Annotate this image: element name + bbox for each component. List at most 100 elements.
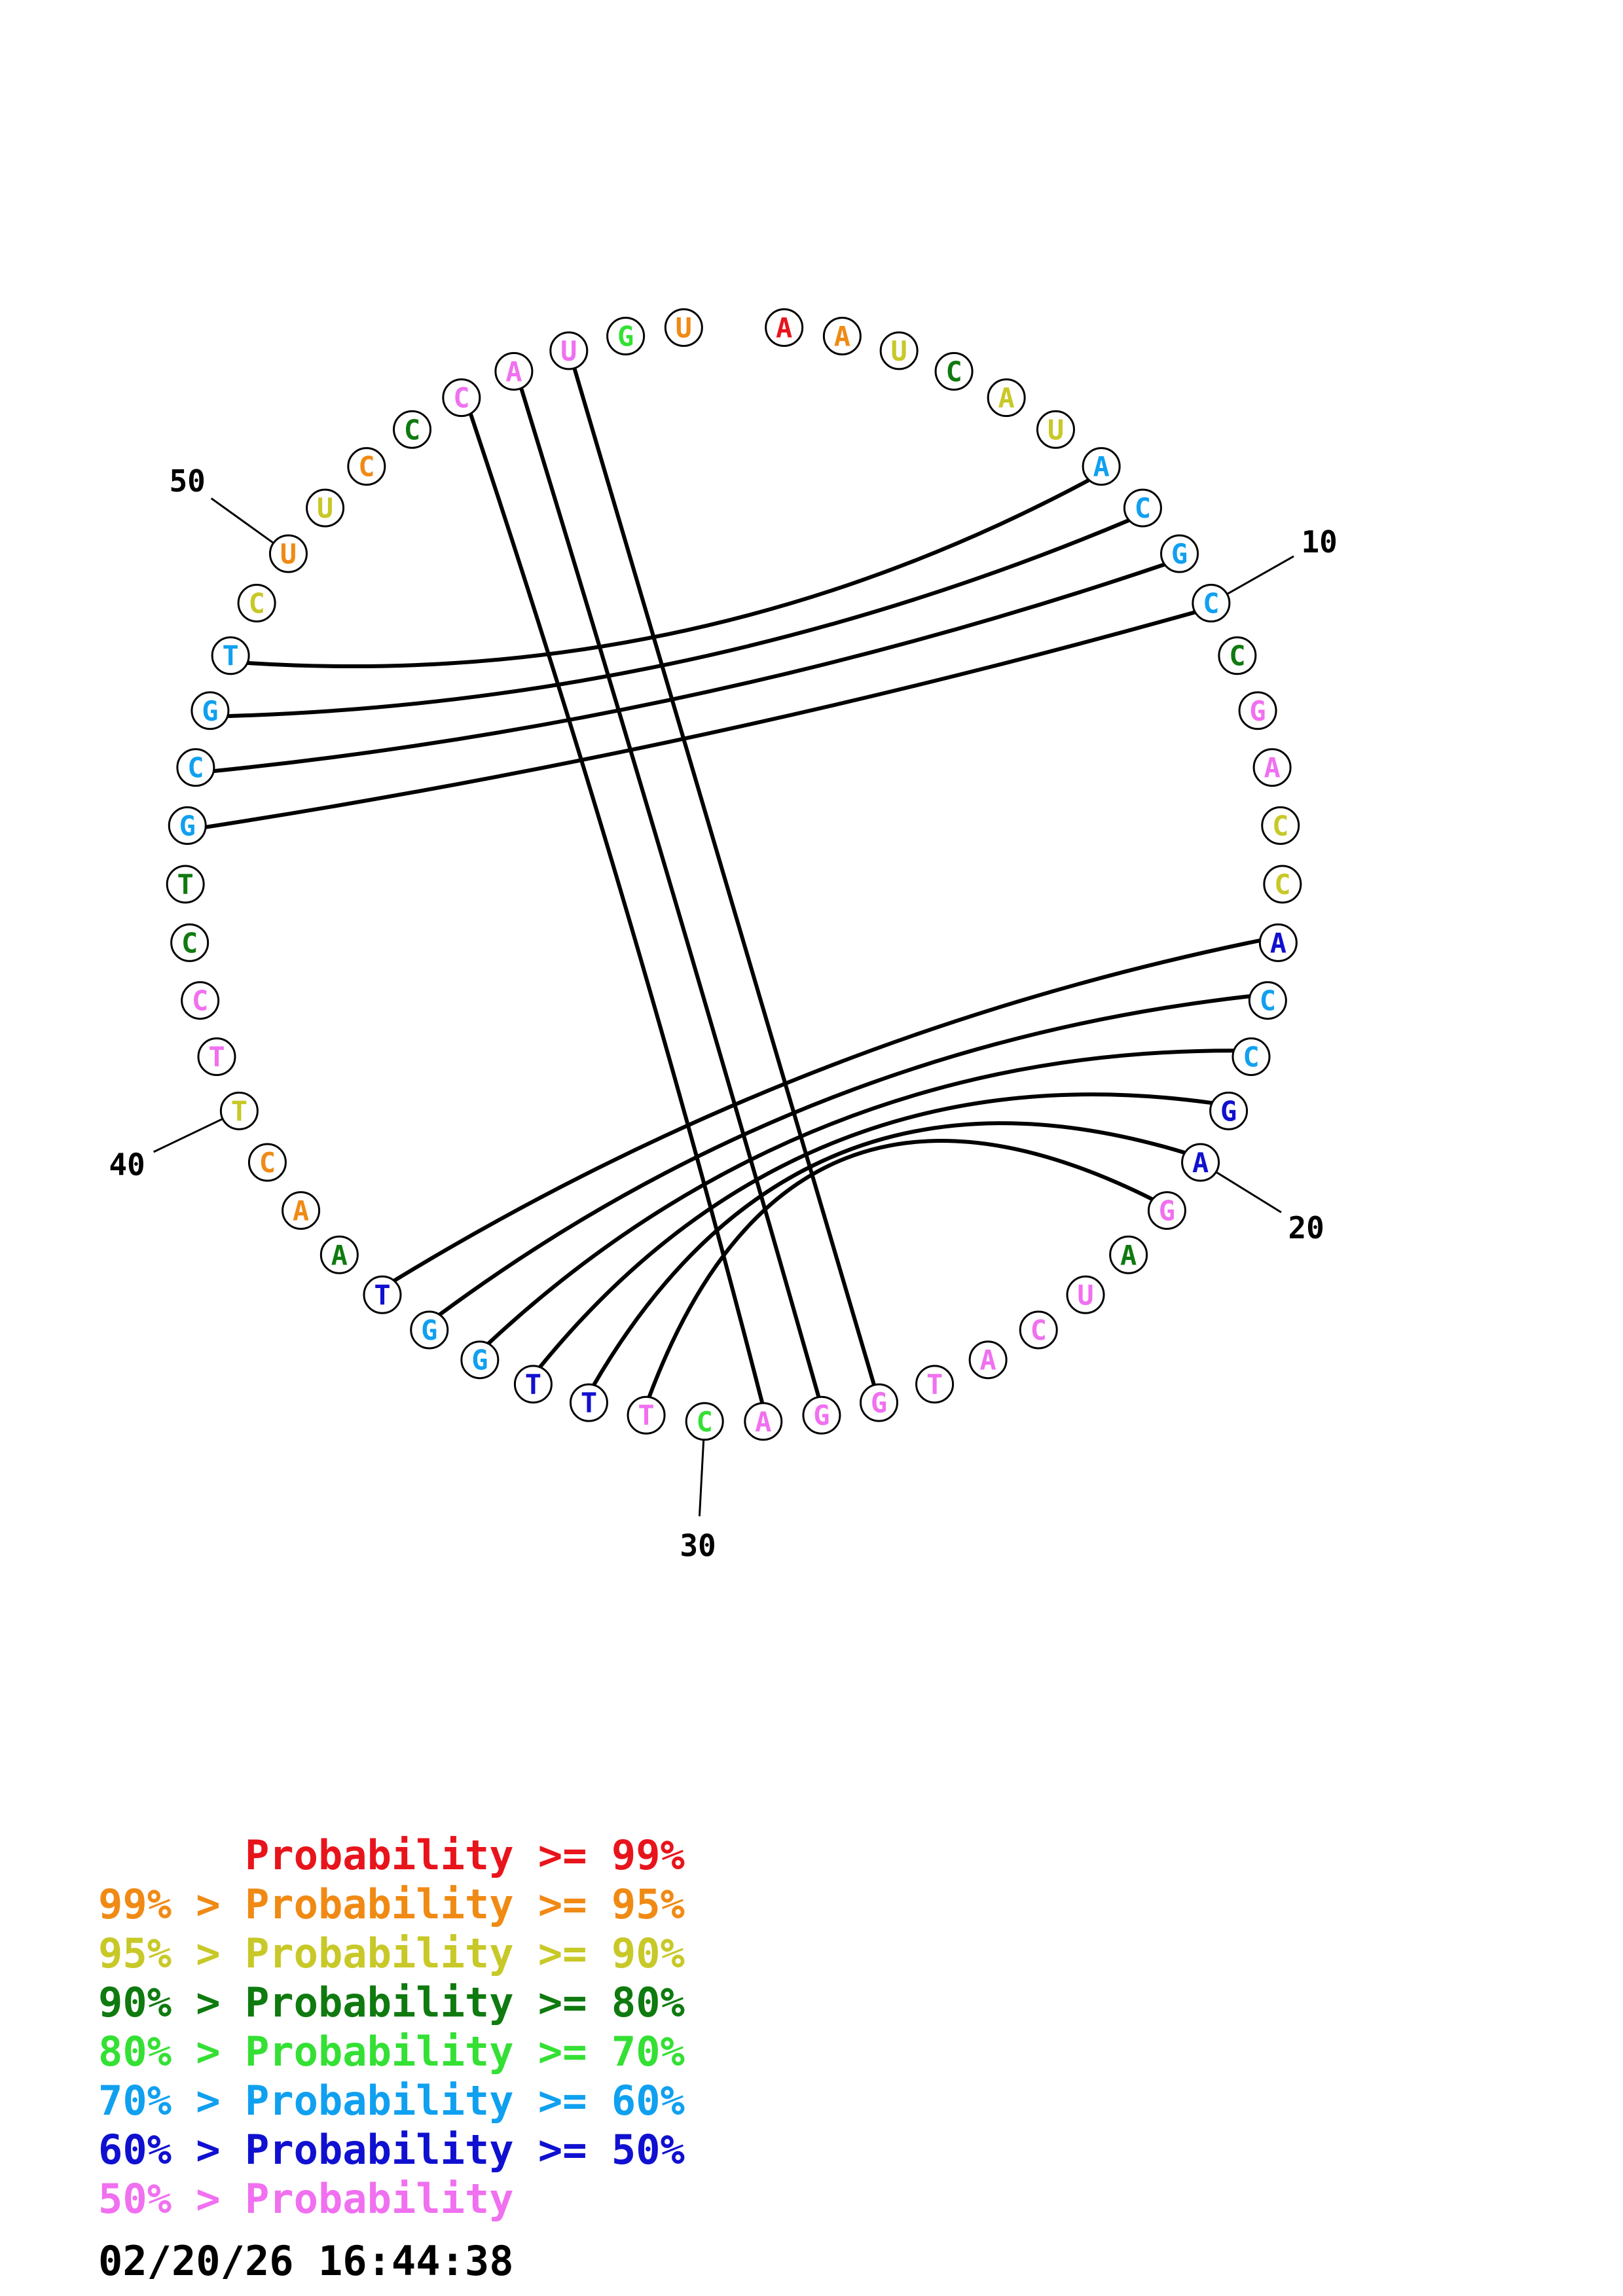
legend-suffix: >= 80%: [513, 1979, 685, 2026]
tick-line-30: [698, 1439, 705, 1516]
nucleotide-34: G: [460, 1340, 500, 1380]
legend-probability: Probability: [244, 2126, 514, 2174]
nucleotide-circle: [664, 308, 703, 348]
nucleotide-54: C: [442, 378, 481, 418]
nucleotide-letter: T: [177, 869, 194, 901]
legend-row-1: Probability >= 99%: [98, 1833, 685, 1878]
nucleotide-circle: [1082, 447, 1121, 486]
nucleotide-letter: C: [358, 451, 374, 483]
legend-prefix: [98, 1831, 245, 1879]
nucleotide-45: G: [168, 806, 207, 845]
legend-suffix: >= 99%: [513, 1831, 685, 1879]
legend-prefix: 90% >: [98, 1979, 245, 2026]
nucleotide-letter: A: [505, 355, 522, 387]
legend-suffix: >= 90%: [513, 1929, 685, 1977]
nucleotide-letter: A: [998, 382, 1015, 414]
pair-arc-19-33: [538, 1092, 1213, 1369]
nucleotide-letter: C: [1243, 1041, 1259, 1073]
nucleotide-58: U: [664, 308, 703, 348]
timestamp: 02/20/26 16:44:38: [98, 2237, 514, 2285]
nucleotide-letter: C: [248, 588, 264, 620]
nucleotide-letter: C: [181, 927, 198, 959]
nucleotide-9: G: [1160, 534, 1199, 573]
pair-arc-18-34: [486, 1049, 1234, 1346]
nucleotide-letter: C: [1274, 869, 1290, 901]
legend-prefix: 99% >: [98, 1880, 245, 1928]
nucleotide-ring: A A UCAUACGCCGACCACCGAGAUCATGGACTTTGGTAACT…: [166, 308, 1302, 1441]
pair-arc-16-36: [393, 938, 1261, 1283]
legend-row-7: 60% > Probability >= 50%: [98, 2127, 685, 2173]
nucleotide-letter: C: [1135, 492, 1151, 524]
nucleotide-circle: [237, 584, 276, 623]
nucleotide-circle: [170, 923, 210, 962]
legend-row-6: 70% > Probability >= 60%: [98, 2078, 685, 2124]
legend-probability: Probability: [244, 1831, 514, 1879]
nucleotide-36: T: [363, 1275, 402, 1314]
nucleotide-3: U: [879, 331, 919, 370]
legend-prefix: 95% >: [98, 1929, 245, 1977]
nucleotide-53: C: [393, 410, 432, 449]
nucleotide-circle: [282, 1191, 321, 1230]
nucleotide-47: G: [191, 691, 230, 730]
nucleotide-circle: [915, 1365, 955, 1404]
nucleotide-letter: T: [638, 1399, 654, 1431]
position-label-20: 20: [1288, 1210, 1324, 1246]
nucleotide-letter: G: [1249, 695, 1266, 727]
nucleotide-letter: A: [1264, 752, 1280, 784]
nucleotide-circle: [268, 534, 308, 573]
nucleotide-circle: [1261, 806, 1300, 845]
nucleotide-circle: [166, 865, 205, 904]
nucleotide-circle: [549, 331, 589, 370]
nucleotide-circle: [1123, 488, 1162, 528]
legend-prefix: 60% >: [98, 2126, 245, 2174]
nucleotide-circle: [363, 1275, 402, 1314]
position-label-30: 30: [680, 1528, 716, 1564]
nucleotide-letter: U: [1077, 1279, 1093, 1311]
nucleotide-43: C: [170, 923, 210, 962]
nucleotide-circle: [410, 1310, 449, 1350]
nucleotide-circle: [685, 1402, 724, 1441]
nucleotide-letter: G: [813, 1399, 830, 1431]
pair-arc-17-35: [438, 994, 1250, 1317]
pair-arc-7-48: [247, 478, 1090, 669]
nucleotide-circle: [1160, 534, 1199, 573]
nucleotide-circle: [934, 351, 974, 391]
nucleotide-circle: [765, 308, 804, 348]
nucleotide-21: G: [1147, 1191, 1186, 1230]
nucleotide-57: G: [606, 316, 646, 355]
nucleotide-19: G: [1209, 1091, 1249, 1130]
nucleotide-letter: U: [891, 335, 907, 367]
nucleotide-letter: G: [1171, 538, 1188, 570]
nucleotide-letter: C: [1272, 810, 1288, 842]
nucleotide-circle: [1252, 748, 1292, 787]
legend-row-3: 95% > Probability >= 90%: [98, 1931, 685, 1977]
nucleotide-letter: C: [1229, 640, 1245, 672]
nucleotide-letter: A: [776, 312, 792, 344]
nucleotide-letter: G: [471, 1344, 488, 1376]
nucleotide-letter: A: [331, 1239, 348, 1271]
nucleotide-22: A: [1109, 1235, 1148, 1274]
nucleotide-12: G: [1238, 691, 1277, 730]
legend-probability: Probability: [244, 2175, 514, 2223]
pair-arc-8-47: [227, 518, 1130, 719]
nucleotide-letter: A: [1270, 927, 1286, 959]
nucleotide-letter: A: [1093, 451, 1110, 483]
legend-probability: Probability: [244, 2077, 514, 2125]
nucleotide-letter: U: [560, 335, 577, 367]
nucleotide-letter: G: [179, 810, 196, 842]
legend-suffix: >= 60%: [513, 2077, 685, 2125]
nucleotide-44: T: [166, 865, 205, 904]
legend-prefix: 80% >: [98, 2028, 245, 2075]
nucleotide-letter: A: [834, 320, 850, 352]
nucleotide-letter: U: [676, 312, 692, 344]
nucleotide-circle: [1036, 410, 1075, 449]
legend-suffix: >= 70%: [513, 2028, 685, 2075]
nucleotide-circle: [606, 316, 646, 355]
nucleotide-55: A: [494, 351, 534, 391]
nucleotide-letter: G: [871, 1387, 887, 1419]
position-ticks: 10 20 30 40 50: [109, 463, 1337, 1563]
nucleotide-circle: [460, 1340, 500, 1380]
nucleotide-circle: [393, 410, 432, 449]
nucleotide-32: T: [569, 1383, 608, 1422]
nucleotide-33: T: [513, 1365, 553, 1404]
